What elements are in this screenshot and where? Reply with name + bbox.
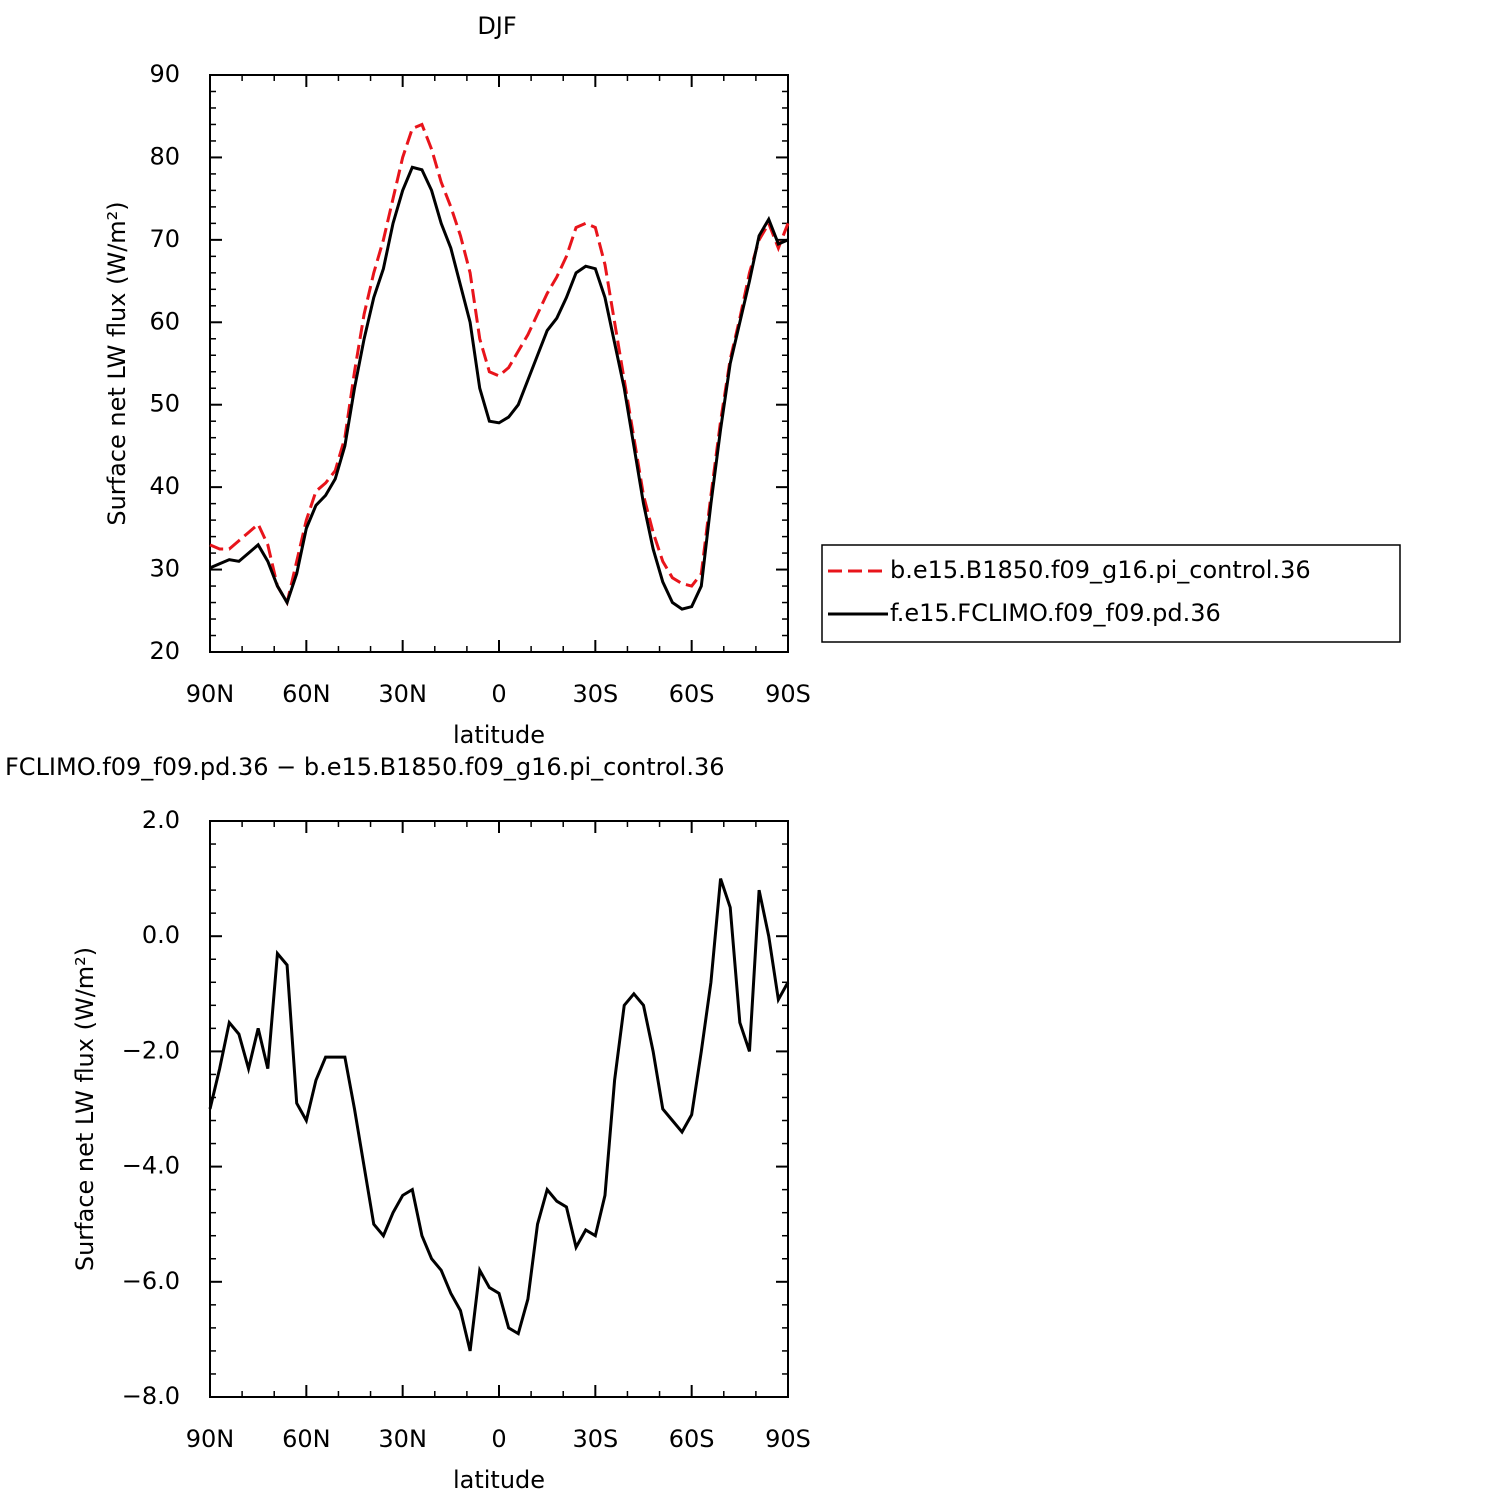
y-tick-label: 0.0 bbox=[142, 921, 180, 949]
y-tick-label: 20 bbox=[149, 637, 180, 665]
y-tick-label: 50 bbox=[149, 390, 180, 418]
x-tick-label: 30N bbox=[378, 1425, 427, 1453]
x-tick-label: 90S bbox=[765, 1425, 811, 1453]
x-tick-label: 30N bbox=[378, 680, 427, 708]
y-tick-label: −6.0 bbox=[122, 1267, 180, 1295]
y-tick-label: 30 bbox=[149, 555, 180, 583]
y-tick-label: −8.0 bbox=[122, 1382, 180, 1410]
data-line bbox=[209, 165, 789, 611]
x-tick-label: 0 bbox=[491, 1425, 506, 1453]
x-tick-label: 60S bbox=[669, 1425, 715, 1453]
data-line bbox=[209, 122, 790, 607]
x-tick-label: 30S bbox=[572, 1425, 618, 1453]
chart-title: DJF bbox=[477, 12, 516, 40]
x-axis-title: latitude bbox=[453, 1466, 545, 1494]
x-tick-label: 60N bbox=[282, 1425, 331, 1453]
plot-frame bbox=[209, 820, 789, 1398]
x-tick-label: 0 bbox=[491, 680, 506, 708]
y-tick-label: −4.0 bbox=[122, 1152, 180, 1180]
y-tick-label: 70 bbox=[149, 225, 180, 253]
y-tick-label: 40 bbox=[149, 472, 180, 500]
x-tick-label: 90S bbox=[765, 680, 811, 708]
data-line bbox=[208, 878, 790, 1352]
y-tick-label: 60 bbox=[149, 307, 180, 335]
y-tick-label: 90 bbox=[149, 60, 180, 88]
legend-box bbox=[821, 544, 1401, 643]
y-axis-title: Surface net LW flux (W/m²) bbox=[103, 201, 131, 525]
y-tick-label: 2.0 bbox=[142, 806, 180, 834]
x-tick-label: 30S bbox=[572, 680, 618, 708]
x-tick-label: 90N bbox=[186, 680, 235, 708]
x-tick-label: 90N bbox=[186, 1425, 235, 1453]
x-tick-label: 60N bbox=[282, 680, 331, 708]
legend-label: b.e15.B1850.f09_g16.pi_control.36 bbox=[890, 556, 1311, 584]
x-axis-title: latitude bbox=[453, 721, 545, 749]
legend-label: f.e15.FCLIMO.f09_f09.pd.36 bbox=[890, 599, 1221, 627]
y-tick-label: −2.0 bbox=[122, 1036, 180, 1064]
chart-title: FCLIMO.f09_f09.pd.36 − b.e15.B1850.f09_g… bbox=[5, 753, 725, 781]
y-axis-title: Surface net LW flux (W/m²) bbox=[71, 947, 99, 1271]
y-tick-label: 80 bbox=[149, 142, 180, 170]
x-tick-label: 60S bbox=[669, 680, 715, 708]
